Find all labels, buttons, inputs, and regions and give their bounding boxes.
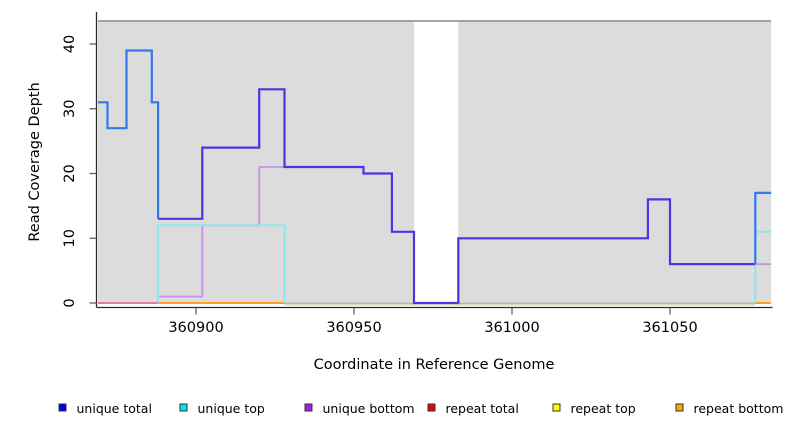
- legend-swatch-unique-bottom: [304, 403, 313, 412]
- legend-label: repeat top: [571, 401, 636, 416]
- y-axis-title: Read Coverage Depth: [27, 82, 43, 241]
- legend-row: unique total unique top unique bottom repea…: [58, 401, 784, 416]
- y-tick-label: 0: [62, 298, 78, 307]
- plot-background-left: [98, 21, 415, 303]
- axes-layer: 360900 360950 361000 361050 0 10 20 30 40: [62, 12, 773, 336]
- legend-swatch-repeat-bottom: [675, 403, 684, 412]
- legend-swatch-repeat-top: [552, 403, 561, 412]
- x-tick-label: 360950: [326, 320, 381, 336]
- legend-label: repeat bottom: [694, 401, 784, 416]
- legend-swatch-unique-total: [58, 403, 67, 412]
- series-line-unique-top-visible-left: [157, 224, 286, 303]
- y-tick-label: 10: [62, 229, 78, 247]
- plot-background-right: [458, 21, 772, 303]
- series-line-unique-total-left: [98, 49, 160, 219]
- y-tick-label: 20: [62, 164, 78, 182]
- series-line-unique-total-right: [754, 191, 772, 265]
- x-tick-label: 360900: [168, 320, 223, 336]
- legend-label: unique bottom: [323, 401, 415, 416]
- legend-swatch-repeat-total: [427, 403, 436, 412]
- y-tick-label: 40: [62, 35, 78, 53]
- legend-swatch-unique-top: [179, 403, 188, 412]
- series-line-unique-total-with-bottom-overlap: [158, 88, 756, 305]
- x-tick-label: 361000: [484, 320, 539, 336]
- x-axis-title: Coordinate in Reference Genome: [314, 357, 555, 373]
- legend-label: unique total: [77, 401, 152, 416]
- legend-label: repeat total: [446, 401, 519, 416]
- series-lines-layer: [98, 49, 772, 306]
- legend-label: unique top: [198, 401, 265, 416]
- x-tick-label: 361050: [642, 320, 697, 336]
- plot-background-layer: [98, 20, 772, 303]
- y-tick-label: 30: [62, 100, 78, 118]
